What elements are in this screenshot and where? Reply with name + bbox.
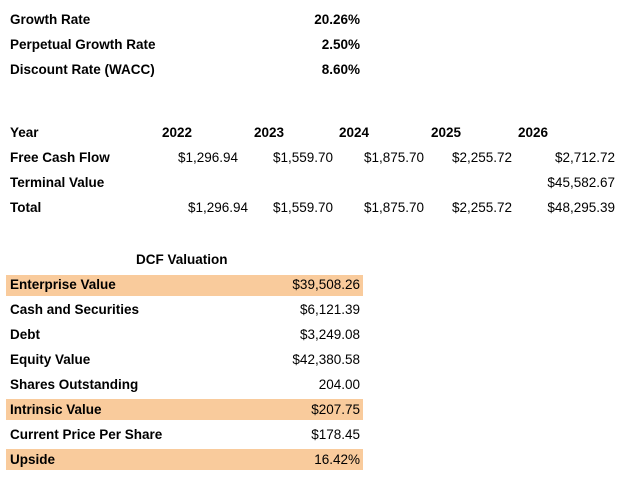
row-label-free-cash-flow: Free Cash Flow xyxy=(10,150,110,165)
year-header-2025: 2025 xyxy=(431,125,462,140)
assumption-value-growth-rate: 20.26% xyxy=(314,12,360,27)
year-header-2026: 2026 xyxy=(518,125,549,140)
total-value-2025: $2,255.72 xyxy=(451,200,512,215)
year-header-label: Year xyxy=(10,125,39,140)
terminal-value-2026: $45,582.67 xyxy=(547,175,615,190)
valuation-label-shares-outstanding: Shares Outstanding xyxy=(10,377,139,392)
valuation-label-current-price: Current Price Per Share xyxy=(10,427,163,442)
valuation-label-debt: Debt xyxy=(10,327,40,342)
valuation-value-intrinsic-value: $207.75 xyxy=(311,402,360,417)
fcf-value-2023: $1,559.70 xyxy=(272,150,333,165)
year-header-2024: 2024 xyxy=(339,125,370,140)
valuation-value-current-price: $178.45 xyxy=(311,427,360,442)
highlight-band-intrinsic-value xyxy=(6,399,363,420)
total-value-2022: $1,296.94 xyxy=(187,200,248,215)
valuation-value-upside: 16.42% xyxy=(314,452,360,467)
fcf-value-2026: $2,712.72 xyxy=(554,150,615,165)
valuation-value-enterprise-value: $39,508.26 xyxy=(292,277,360,292)
valuation-value-debt: $3,249.08 xyxy=(299,327,360,342)
valuation-label-enterprise-value: Enterprise Value xyxy=(10,277,116,292)
row-label-total: Total xyxy=(10,200,42,215)
assumption-label-perpetual-growth-rate: Perpetual Growth Rate xyxy=(10,37,156,52)
fcf-value-2025: $2,255.72 xyxy=(451,150,512,165)
valuation-label-cash-and-securities: Cash and Securities xyxy=(10,302,140,317)
assumption-label-discount-rate: Discount Rate (WACC) xyxy=(10,62,155,77)
highlight-band-enterprise-value xyxy=(6,275,363,296)
valuation-title: DCF Valuation xyxy=(136,252,228,267)
assumption-label-growth-rate: Growth Rate xyxy=(10,12,91,27)
valuation-value-cash-and-securities: $6,121.39 xyxy=(299,302,360,317)
fcf-value-2022: $1,296.94 xyxy=(177,150,238,165)
highlight-band-upside xyxy=(6,449,363,470)
assumption-value-perpetual-growth-rate: 2.50% xyxy=(321,37,360,52)
year-header-2023: 2023 xyxy=(254,125,285,140)
valuation-value-shares-outstanding: 204.00 xyxy=(318,377,360,392)
total-value-2026: $48,295.39 xyxy=(547,200,615,215)
year-header-2022: 2022 xyxy=(162,125,193,140)
valuation-label-equity-value: Equity Value xyxy=(10,352,91,367)
total-value-2023: $1,559.70 xyxy=(272,200,333,215)
assumption-value-discount-rate: 8.60% xyxy=(321,62,360,77)
valuation-label-intrinsic-value: Intrinsic Value xyxy=(10,402,102,417)
total-value-2024: $1,875.70 xyxy=(363,200,424,215)
valuation-value-equity-value: $42,380.58 xyxy=(292,352,360,367)
fcf-value-2024: $1,875.70 xyxy=(363,150,424,165)
valuation-label-upside: Upside xyxy=(10,452,56,467)
row-label-terminal-value: Terminal Value xyxy=(10,175,105,190)
